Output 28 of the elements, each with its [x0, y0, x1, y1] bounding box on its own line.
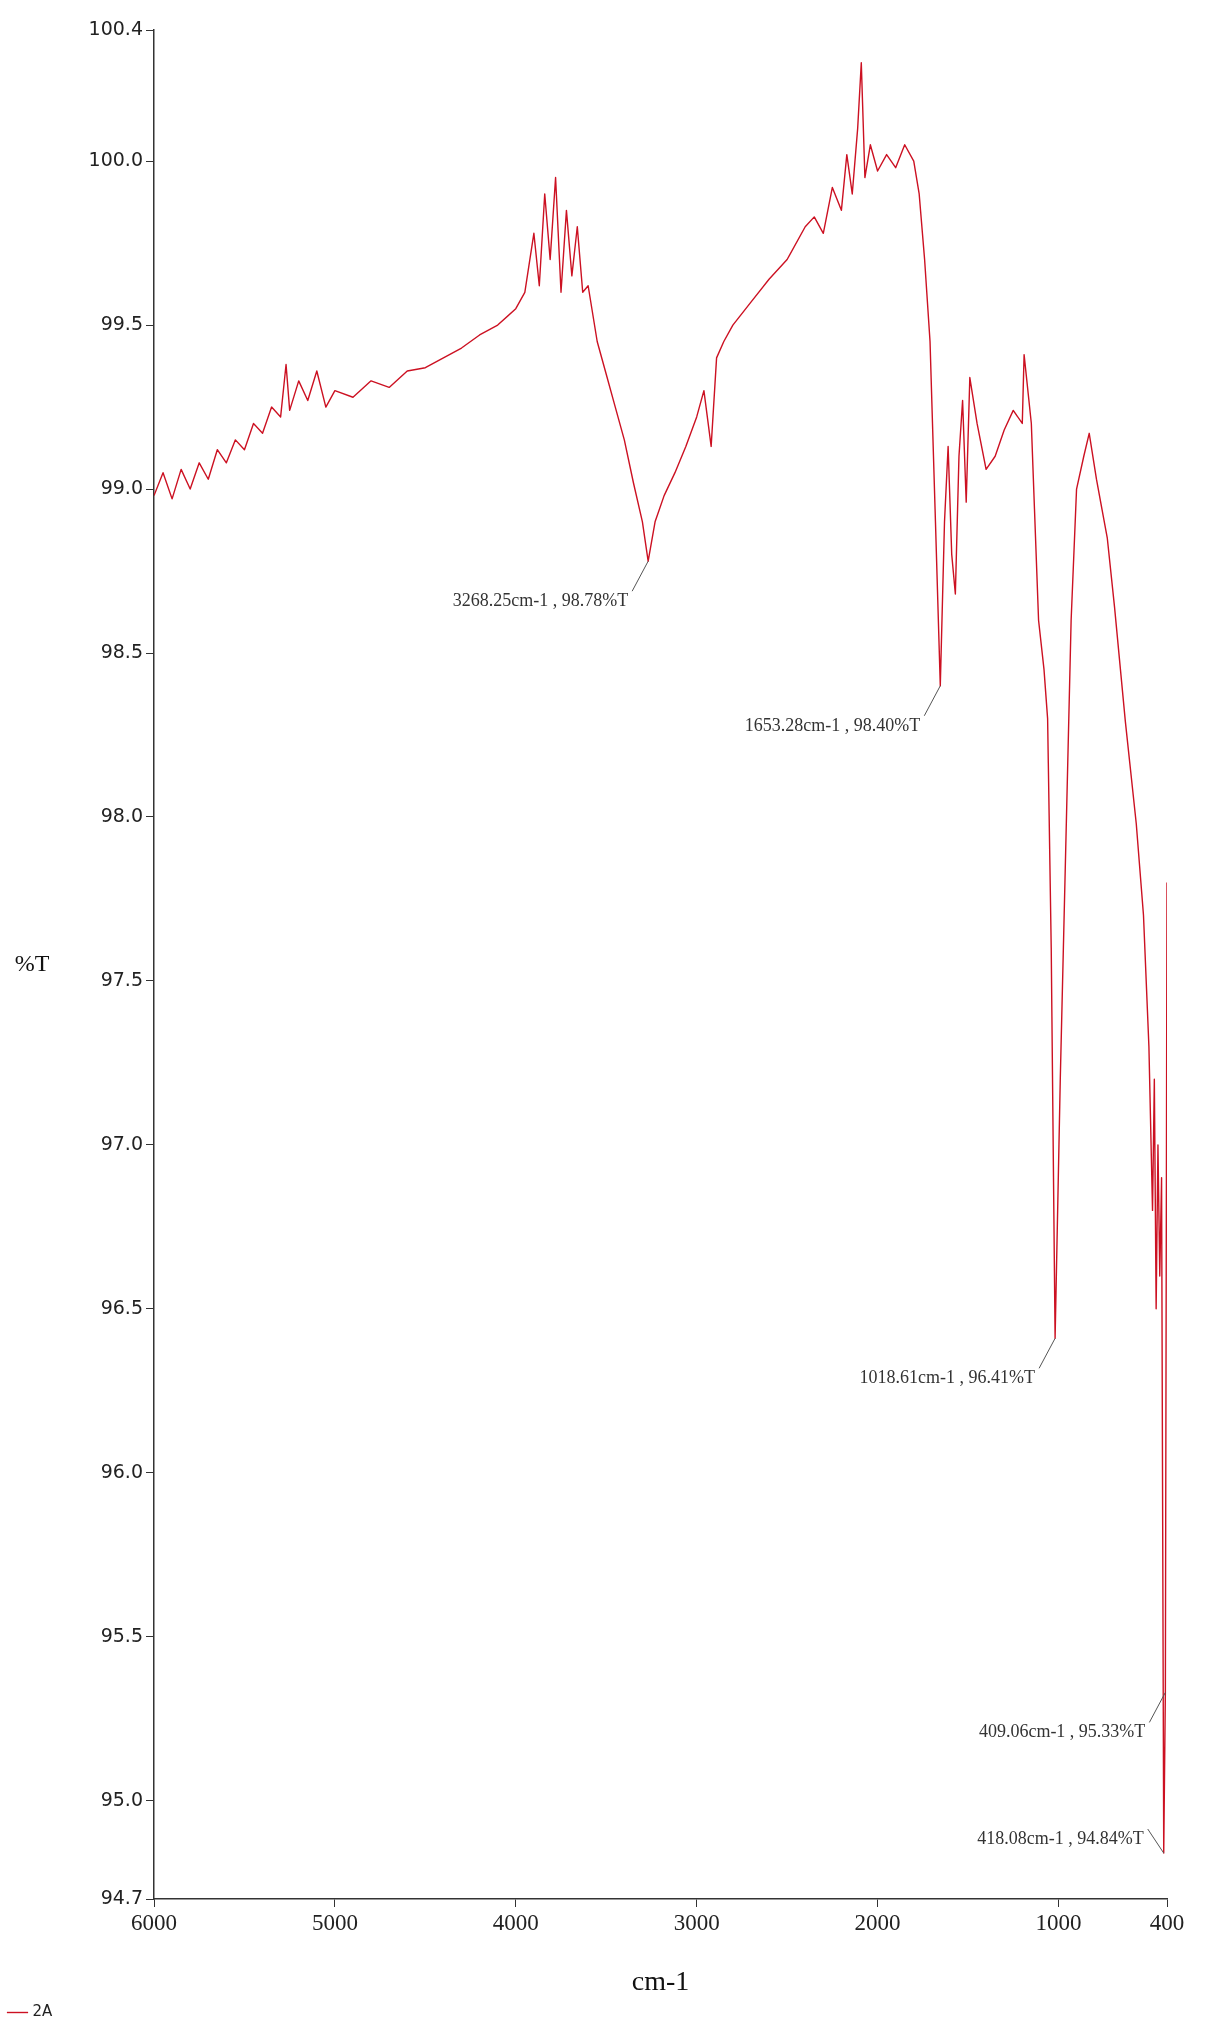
x-axis-title: cm-1 [631, 1964, 690, 1996]
x-tick-label: 1000 [1035, 1909, 1082, 1935]
y-tick-label: 98.0 [100, 803, 143, 826]
x-tick-label: 5000 [311, 1909, 358, 1935]
legend-label: 2A [32, 2002, 54, 2021]
y-tick-label: 98.5 [100, 639, 143, 662]
x-tick-label: 400 [1149, 1909, 1185, 1935]
annotation: 1018.61cm-1 , 96.41%T [859, 1367, 1036, 1388]
annotation: 1653.28cm-1 , 98.40%T [744, 714, 921, 735]
x-tick-label: 6000 [131, 1909, 177, 1935]
y-tick-label: 99.5 [100, 312, 143, 335]
x-tick-label: 2000 [854, 1909, 901, 1935]
y-tick-label: 100.0 [88, 148, 143, 171]
annotation: 418.08cm-1 , 94.84%T [977, 1827, 1144, 1848]
y-tick-label: 95.0 [100, 1787, 143, 1810]
x-tick-label: 4000 [492, 1909, 539, 1935]
y-tick-label: 96.5 [100, 1295, 143, 1318]
y-tick-label: 100.4 [88, 16, 143, 39]
y-tick-label: 97.5 [100, 967, 143, 990]
x-tick-label: 3000 [673, 1909, 720, 1935]
annotation: 409.06cm-1 , 95.33%T [978, 1721, 1146, 1742]
y-axis-title: %T [14, 949, 50, 976]
y-tick-label: 94.7 [100, 1885, 143, 1908]
y-tick-label: 97.0 [100, 1131, 143, 1154]
annotation: 3268.25cm-1 , 98.78%T [452, 589, 629, 610]
y-tick-label: 96.0 [100, 1459, 143, 1482]
y-tick-label: 99.0 [100, 475, 143, 498]
y-tick-label: 95.5 [100, 1623, 143, 1646]
